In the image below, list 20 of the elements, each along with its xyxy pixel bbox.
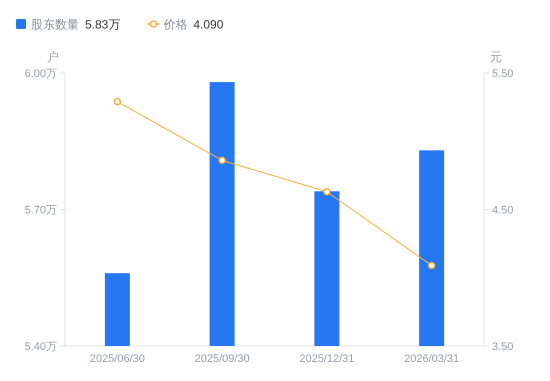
legend-label: 价格 [162, 18, 188, 32]
legend-label: 股东数量 [31, 18, 79, 32]
x-tick-label: 2025/12/31 [299, 353, 354, 365]
point [428, 262, 436, 270]
x-tick-label: 2025/09/30 [194, 353, 250, 365]
x-tick-label: 2025/06/30 [90, 353, 145, 365]
point [323, 188, 331, 196]
text: 4.090 [193, 18, 224, 32]
y-tick-label: 5.40万 [24, 341, 57, 353]
y-tick-label: 5.70万 [24, 204, 57, 216]
point [114, 98, 122, 106]
y2-axis-title: 元 [490, 50, 502, 64]
y-axis-title: 户 [47, 50, 59, 64]
y2-tick-label: 3.50 [492, 341, 514, 353]
text: 5.83万 [85, 18, 120, 32]
y2-tick-label: 5.50 [492, 68, 514, 80]
y2-tick-label: 4.50 [492, 204, 514, 216]
y-tick-label: 6.00万 [24, 68, 57, 80]
point [218, 156, 226, 164]
x-tick-label: 2026/03/31 [404, 353, 460, 365]
